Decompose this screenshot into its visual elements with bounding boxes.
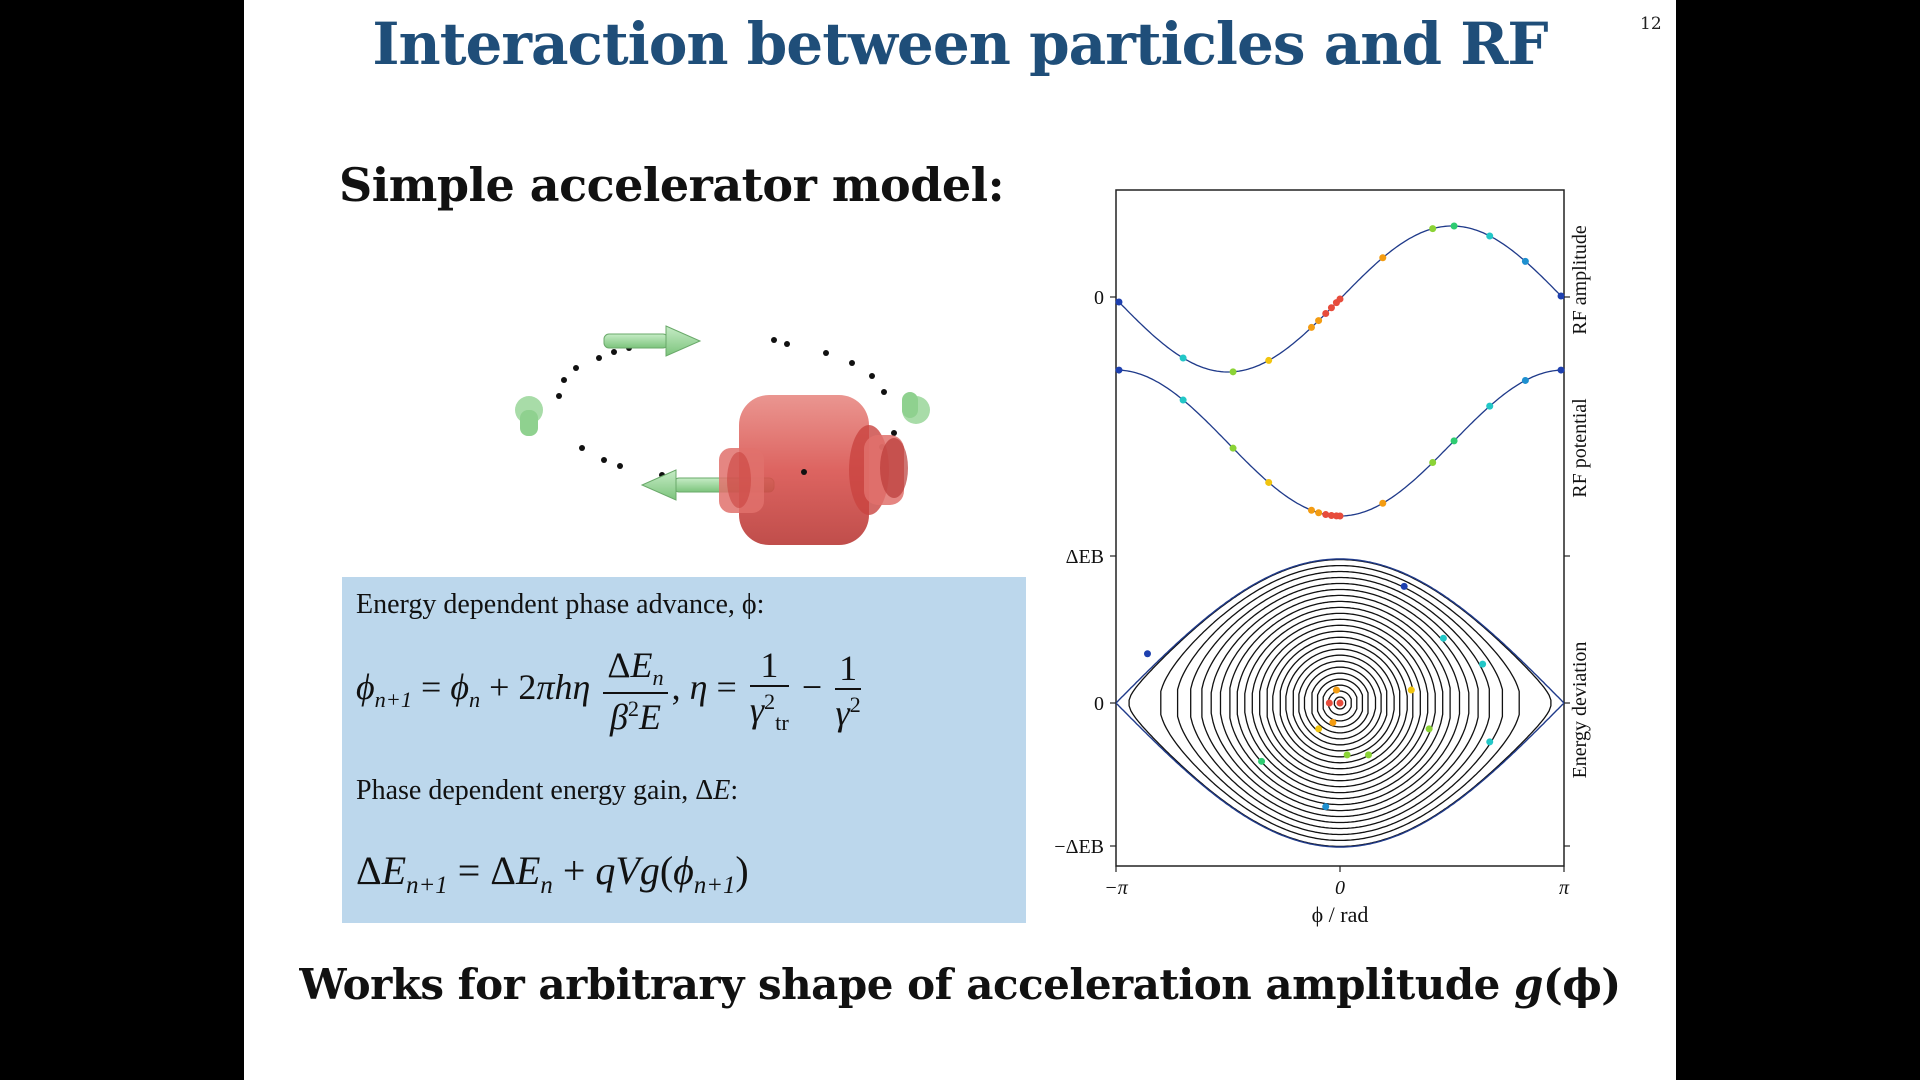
particle-marker [1379,254,1387,262]
particle-marker [1450,437,1458,445]
particle-marker [1315,725,1323,733]
plot-frame [1115,189,1565,867]
phase-space-contour [1210,588,1470,818]
particle-marker [1229,444,1237,452]
phase-space-contour [1201,582,1479,824]
particle-marker [1439,634,1447,642]
y-tick-label: 0 [1094,693,1104,715]
particle-marker [1332,686,1340,694]
particle-marker [1429,459,1437,467]
particle-marker [1336,512,1344,520]
y-tick-label: ΔEB [1066,546,1104,568]
phase-space-contour [1285,648,1395,758]
particle-marker [1479,660,1487,668]
bend-arrow-icon [515,396,543,436]
right-axis-label: RF potential [1569,398,1591,498]
ring-diagram [515,325,930,545]
particle-marker [1307,323,1315,331]
bend-arrow-icon [902,392,930,424]
particle-marker [1521,257,1529,265]
particle-marker [1258,757,1266,765]
phase-space-contour [1236,606,1444,800]
particle-marker [1115,366,1123,374]
particle-marker [1265,356,1273,364]
particle-marker [1143,650,1151,658]
particle-marker [1325,699,1333,707]
section-heading: Simple accelerator model: [339,158,1005,212]
x-tick-label: π [1559,877,1570,899]
rf-phase-space-plot: 0 ΔEB 0 −ΔEB−π 0 π ϕ / rad RF amplitude RF poten… [1054,189,1591,927]
slide: Interaction between particles and RF 12 … [244,0,1676,1080]
phase-space-contour [1311,672,1369,734]
phase-advance-equation: ϕn+1 = ϕn + 2πhη ΔEn β2E, η = 1 γ2tr − 1 γ2 [356,645,862,737]
slide-title: Interaction between particles and RF [372,10,1548,78]
particle-marker [1179,354,1187,362]
particle-marker [1407,686,1415,694]
phase-space-contour [1303,666,1377,740]
footer-statement: Works for arbitrary shape of acceleratio… [299,960,1621,1009]
particle-marker [1329,718,1337,726]
right-axis-label: RF amplitude [1569,225,1591,335]
particle-marker [1307,506,1315,514]
particle-marker [1343,751,1351,759]
particle-marker [1379,499,1387,507]
particle-marker [1315,317,1323,325]
particle-marker [1179,396,1187,404]
particle-marker [1229,368,1237,376]
phase-space-contour [1244,612,1436,794]
particle-marker [1521,376,1529,384]
particle-marker [1425,725,1433,733]
direction-arrow-icon [603,325,702,357]
phase-space-contour [1219,594,1461,812]
phase-space-contour [1176,570,1504,836]
phase-space-contour [1272,636,1408,770]
particle-marker [1486,232,1494,240]
particle-marker [1336,699,1344,707]
particle-marker [1315,509,1323,517]
x-tick-label: 0 [1335,877,1345,899]
slide-number: 12 [1640,14,1662,34]
phase-space-contour [1190,576,1490,830]
phase-space-contour [1292,654,1388,752]
particle-marker [1115,298,1123,306]
energy-gain-equation: ΔEn+1 = ΔEn + qVg(ϕn+1) [356,848,749,899]
phase-space-contour [1266,630,1414,776]
particle-marker [1322,310,1330,318]
y-tick-label: −ΔEB [1054,836,1104,858]
x-axis-label: ϕ / rad [1312,902,1369,927]
particle-marker [1486,738,1494,746]
phase-space-contour [1279,642,1401,764]
x-tick-label: −π [1104,877,1128,899]
particle-marker [1429,225,1437,233]
rf-potential-curve [1116,369,1564,517]
particle-marker [1265,478,1273,486]
phase-space-contour [1229,600,1451,806]
particle-marker [1336,295,1344,303]
particle-marker [1365,751,1373,759]
rf-cavity-icon [719,395,908,545]
particle-marker [1327,304,1335,312]
equation-caption-energy: Phase dependent energy gain, ΔE: [356,775,739,806]
particle-marker [1322,803,1330,811]
phase-space-contour [1251,618,1429,788]
right-axis-label: Energy deviation [1569,642,1591,779]
phase-space-contour [1160,564,1520,842]
particle-marker [1400,582,1408,590]
phase-space-contour [1259,624,1421,782]
particle-marker [1322,511,1330,519]
particle-marker [1486,402,1494,410]
phase-space-contour [1333,696,1347,710]
equation-caption-phase: Energy dependent phase advance, ϕ: [356,589,765,620]
equation-panel: Energy dependent phase advance, ϕ: ϕn+1 … [342,577,1026,923]
y-tick-label: 0 [1094,287,1104,309]
particle-marker [1450,222,1458,230]
particle-marker [1557,292,1565,300]
phase-space-contour [1298,660,1382,746]
particle-marker [1557,366,1565,374]
